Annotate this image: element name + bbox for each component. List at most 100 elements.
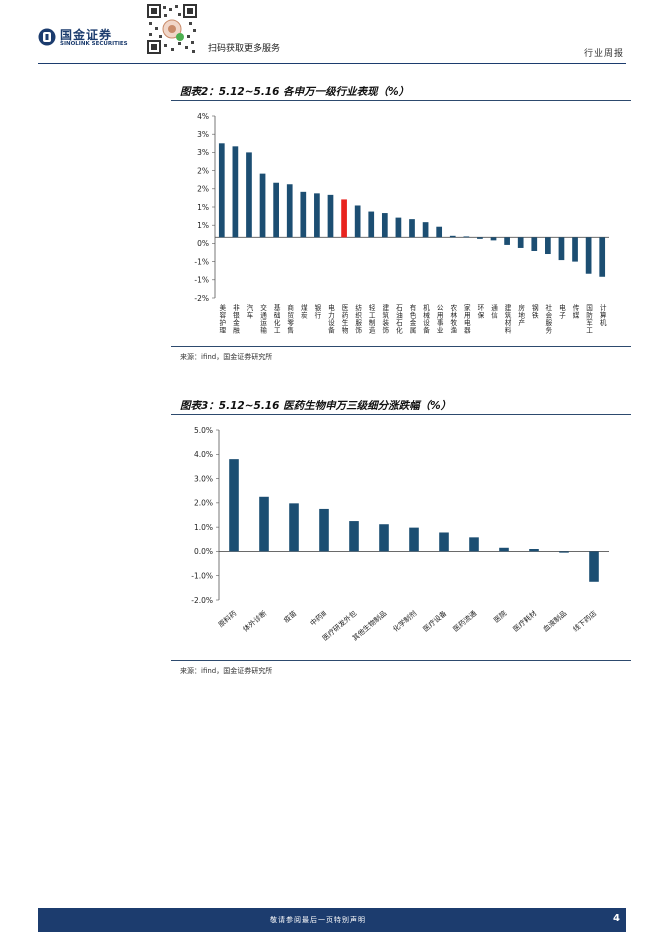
bar-8 [439,532,449,552]
x-tick-label: 计算机 [598,303,606,327]
x-tick-label: 基础化工 [272,303,280,335]
y-tick-label: 0% [197,239,209,248]
x-tick-label: 农林牧渔 [449,303,457,335]
x-tick-label: 石油石化 [394,304,402,335]
x-tick-label: 房地产 [517,303,525,327]
figure2-top-rule [171,100,631,101]
bar-7 [300,191,307,238]
x-tick-label: 汽车 [245,303,253,320]
figure3-title: 图表3：5.12~5.16 医药生物申万三级细分涨跌幅（%） [180,400,452,412]
bar-10 [341,199,347,238]
figure2-source: 来源：ifind，国金证券研究所 [180,353,273,361]
bar-8 [314,193,320,238]
y-tick-label: -2.0% [191,596,213,605]
x-tick-label: 家用电器 [462,303,470,335]
figure3-bottom-rule [171,660,631,661]
x-tick-label: 机械设备 [422,303,430,335]
x-tick-label: 电子 [557,303,565,319]
bar-2 [232,146,239,238]
x-tick-label: 美容护理 [218,303,226,335]
y-tick-label: 2.0% [194,499,213,508]
bar-13 [381,213,388,238]
x-tick-label: 医药生物 [340,304,348,335]
y-tick-label: 1.0% [194,523,213,532]
bar-25 [545,237,551,255]
bar-15 [409,219,415,238]
figure3-chart-svg: 5.0% 4.0% 3.0% 2.0% 1.0% 0.0% -1.0% -2.0%原料药 体外诊… [191,426,609,643]
x-tick-label: 通信 [490,303,498,320]
x-tick-label: 化学制剂 [391,609,418,634]
x-tick-label: 线下药店 [571,609,598,634]
bar-7 [409,527,419,552]
bar-3 [289,503,299,552]
x-tick-label: 建筑装饰 [381,303,389,335]
figure3-chart: 5.0% 4.0% 3.0% 2.0% 1.0% 0.0% -1.0% -2.0% 原料药 体外诊… [171,418,631,658]
bar-6 [286,184,293,238]
bar-17 [436,226,443,238]
bar-16 [422,222,429,238]
header-divider [38,63,626,64]
bar-13 [589,551,599,582]
x-tick-label: 建筑材料 [503,303,511,335]
figure2-chart-svg: 4% 3% 3% 2% 2% 1% 1% 0% -1% -1% -2% 美容护理 非银金融 汽车 交通运输基… [194,112,609,335]
y-tick-label: 3.0% [194,474,213,483]
y-tick-label: 2% [197,166,209,175]
bar-2 [259,496,269,552]
bar-9 [469,537,479,552]
x-tick-label: 疫苗 [282,609,299,625]
y-tick-label: -1% [194,257,209,266]
bar-1 [229,459,239,552]
x-tick-label: 交通运输 [259,303,267,335]
x-tick-label: 银行 [313,303,321,320]
document-type: 行业周报 [583,49,624,59]
qr-code-icon[interactable] [145,2,199,56]
x-tick-label: 煤炭 [299,303,307,320]
bar-14 [395,217,402,238]
x-tick-label: 血液制品 [541,609,568,634]
page-footer: 敬请参阅最后一页特别声明 4 [38,908,626,932]
page-number: 4 [613,913,620,924]
bar-28 [585,237,592,274]
bar-10 [499,547,509,552]
x-tick-label: 纺织服饰 [354,303,362,335]
bar-22 [504,237,510,245]
y-tick-label: 1% [197,203,209,212]
y-tick-label: -2% [194,294,209,303]
bar-26 [558,237,565,261]
x-tick-label: 医疗耗材 [511,609,538,634]
y-tick-label: 0.0% [194,547,213,556]
disclaimer-notice: 敬请参阅最后一页特别声明 [270,916,366,924]
x-tick-label: 国防军工 [585,304,593,335]
bar-24 [531,237,538,251]
y-tick-label: -1.0% [191,572,213,581]
page-header: 国金证券 SINOLINK SECURITIES 扫码获取更多服务 行业周报 [0,0,662,66]
bar-27 [572,237,578,262]
bar-23 [517,237,524,248]
x-tick-label: 原料药 [216,609,238,629]
bar-29 [599,237,606,277]
figure3-source: 来源：ifind，国金证券研究所 [180,667,273,675]
logo-text-cn: 国金证券 [60,28,113,42]
bar-12 [368,211,375,238]
figure3-top-rule [171,414,631,415]
y-tick-label: 2% [197,185,209,194]
x-tick-label: 公用事业 [435,304,443,334]
x-tick-label: 有色金属 [408,303,416,335]
y-tick-label: 4% [197,112,209,121]
figure2-chart: 4% 3% 3% 2% 2% 1% 1% 0% -1% -1% -2% 美容护理 非银金融 汽车 交通运输基… [171,104,631,344]
y-tick-label: 1% [197,221,209,230]
bar-18 [449,235,456,238]
bar-11 [354,205,361,238]
bar-4 [319,508,329,552]
bar-12 [559,551,569,553]
y-tick-label: 5.0% [194,426,213,435]
x-tick-label: 轻工制造 [367,303,375,335]
bar-20 [477,237,483,239]
x-tick-label: 商贸零售 [286,303,294,335]
x-tick-label: 医院 [492,609,509,625]
bar-9 [327,194,334,238]
x-tick-label: 医疗设备 [421,609,448,634]
x-tick-label: 非银金融 [231,303,239,335]
x-tick-label: 体外诊断 [241,609,268,634]
bar-5 [273,182,279,238]
